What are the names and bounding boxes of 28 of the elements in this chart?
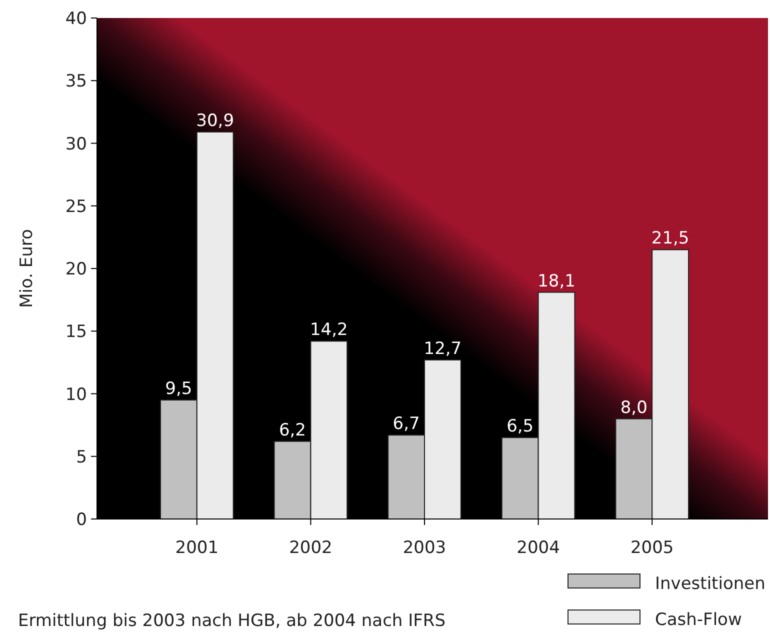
data-label: 30,9: [196, 110, 234, 131]
data-label: 18,1: [538, 271, 576, 292]
y-tick-label: 40: [65, 9, 87, 29]
x-tick-label: 2001: [175, 538, 219, 558]
x-tick-label: 2005: [630, 538, 674, 558]
data-label: 8,0: [620, 398, 648, 418]
x-tick-label: 2002: [289, 538, 332, 558]
legend-label: Cash-Flow: [655, 610, 742, 630]
data-label: 9,5: [165, 379, 192, 400]
y-tick-label: 5: [76, 447, 87, 468]
y-tick-label: 30: [65, 134, 87, 154]
y-tick-label: 0: [76, 510, 87, 530]
data-label: 21,5: [651, 228, 690, 249]
y-tick-label: 10: [65, 384, 87, 405]
y-tick-label: 25: [65, 196, 87, 217]
x-tick-label: 2003: [402, 538, 446, 558]
legend-label: Investitionen: [655, 574, 766, 594]
data-label: 6,7: [392, 414, 420, 434]
y-axis-title: Mio. Euro: [17, 229, 37, 308]
x-tick-label: 2004: [516, 538, 560, 558]
data-label: 6,2: [278, 420, 306, 440]
data-label: 6,5: [506, 416, 534, 437]
y-tick-label: 15: [65, 322, 87, 342]
y-tick-label: 35: [65, 72, 87, 92]
data-label: 14,2: [310, 320, 348, 340]
text: Ermittlung bis 2003 nach HGB, ab 2004 nach IFRS: [18, 611, 446, 631]
data-label: 12,7: [424, 338, 462, 359]
y-tick-label: 20: [65, 260, 87, 280]
